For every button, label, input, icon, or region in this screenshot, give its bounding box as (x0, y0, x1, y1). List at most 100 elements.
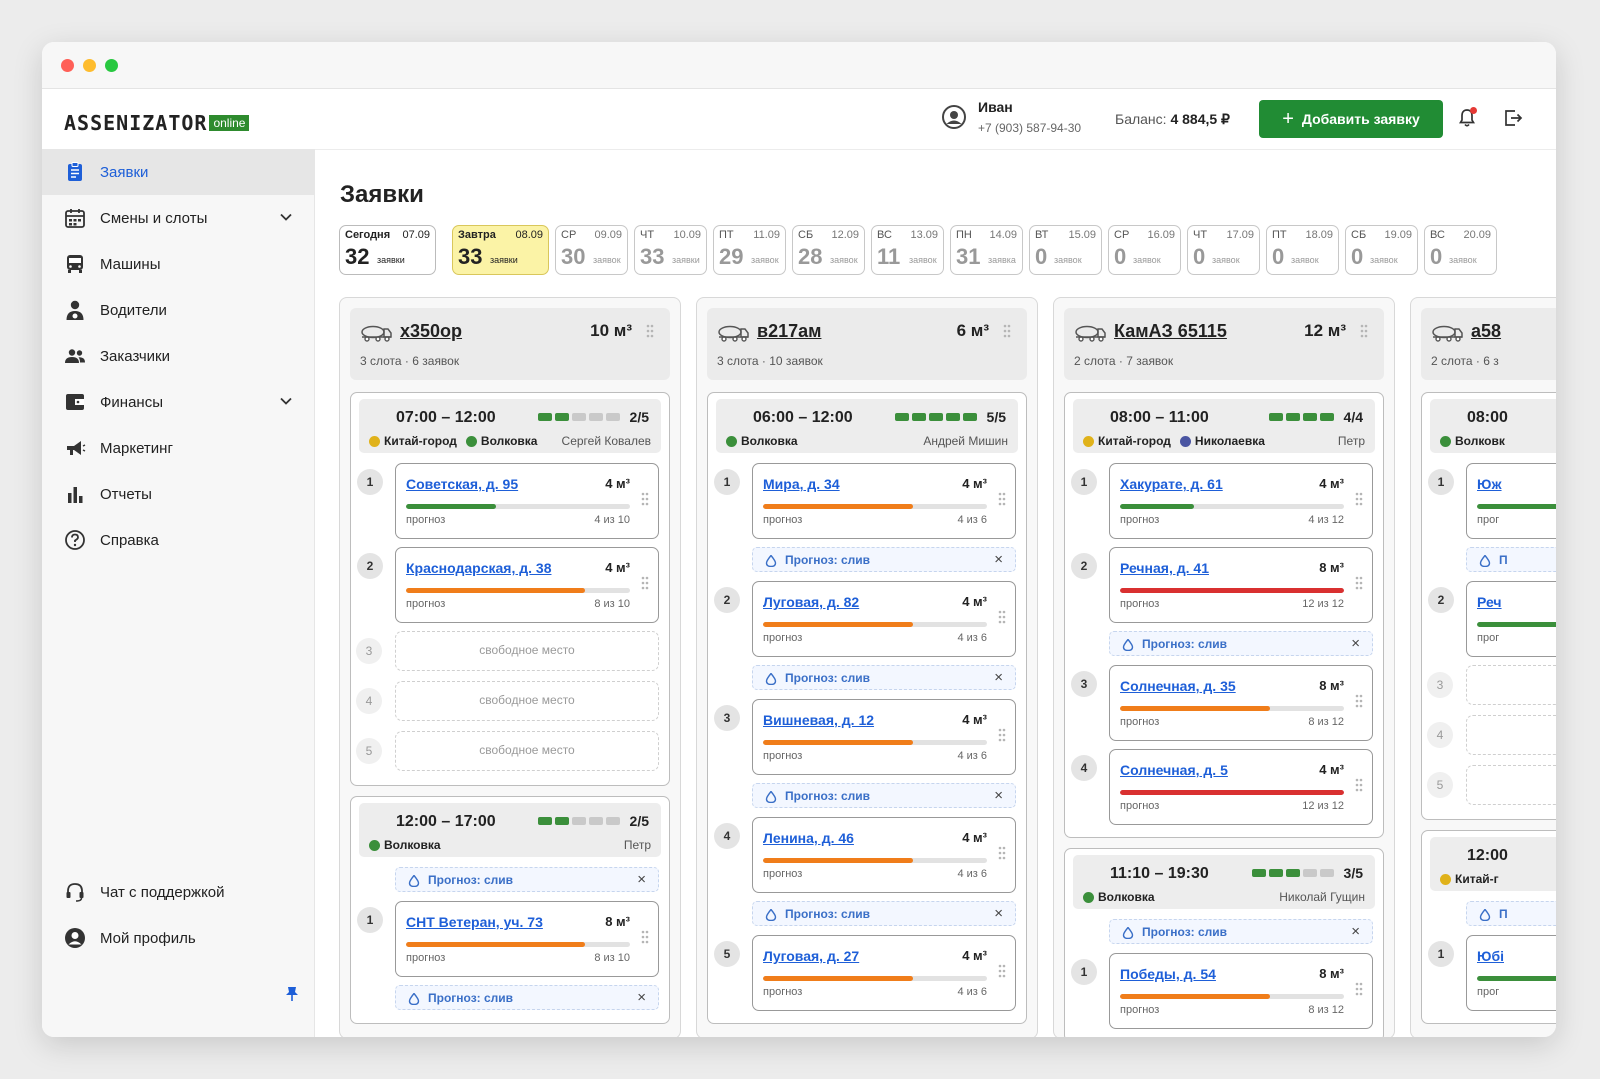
sidebar-item-profile[interactable]: Мой профиль (42, 915, 314, 961)
forecast-drain-chip[interactable]: П× (1466, 547, 1556, 572)
forecast-drain-chip[interactable]: Прогноз: слив × (752, 665, 1016, 690)
drag-handle-icon[interactable] (1355, 778, 1363, 792)
order-address-link[interactable]: Речная, д. 41 (1120, 560, 1209, 576)
day-tab[interactable]: Сегодня 07.09 32 заявки (339, 225, 436, 275)
order-address-link[interactable]: Ленина, д. 46 (763, 830, 854, 846)
day-tab[interactable]: СБ 12.09 28 заявок (792, 225, 865, 275)
free-slot[interactable] (1466, 765, 1556, 805)
close-icon[interactable]: × (637, 871, 646, 888)
drag-handle-icon[interactable] (641, 930, 649, 944)
order-address-link[interactable]: Солнечная, д. 35 (1120, 678, 1236, 694)
forecast-drain-chip[interactable]: Прогноз: слив × (752, 547, 1016, 572)
order-card[interactable]: 4 Ленина, д. 46 4 м³ прогноз 4 из 6 (714, 817, 1016, 893)
day-tab[interactable]: Завтра 08.09 33 заявки (452, 225, 549, 275)
sidebar-item-drivers[interactable]: Водители (42, 287, 314, 333)
free-slot[interactable]: свободное место (395, 681, 659, 721)
drag-handle-icon[interactable] (1360, 324, 1370, 340)
free-slot[interactable]: свободное место (395, 631, 659, 671)
close-icon[interactable]: × (994, 905, 1003, 922)
free-slot[interactable] (1466, 665, 1556, 705)
day-tab[interactable]: ЧТ 10.09 33 заявки (634, 225, 707, 275)
drag-handle-icon[interactable] (641, 492, 649, 506)
order-card[interactable]: 1 Советская, д. 95 4 м³ прогноз 4 из 10 (357, 463, 659, 539)
truck-plate-link[interactable]: в217ам (757, 321, 822, 341)
close-icon[interactable]: × (1351, 635, 1360, 652)
order-address-link[interactable]: Хакурате, д. 61 (1120, 476, 1223, 492)
close-icon[interactable]: × (1351, 923, 1360, 940)
sidebar-item-customers[interactable]: Заказчики (42, 333, 314, 379)
drag-handle-icon[interactable] (1003, 324, 1013, 340)
order-card[interactable]: 2 Речная, д. 41 8 м³ прогноз 12 из 12 (1071, 547, 1373, 623)
chevron-down-icon[interactable] (280, 210, 292, 224)
forecast-drain-chip[interactable]: П× (1466, 901, 1556, 926)
order-card[interactable]: 2 Краснодарская, д. 38 4 м³ прогноз 8 из 10 (357, 547, 659, 623)
close-icon[interactable]: × (994, 551, 1003, 568)
sidebar-item-vehicles[interactable]: Машины (42, 241, 314, 287)
order-address-link[interactable]: Юбі (1477, 948, 1504, 964)
forecast-drain-chip[interactable]: Прогноз: слив × (1109, 631, 1373, 656)
order-card[interactable]: 1 СНТ Ветеран, уч. 73 8 м³ прогноз 8 из 10 (357, 901, 659, 977)
drag-handle-icon[interactable] (998, 964, 1006, 978)
order-address-link[interactable]: Краснодарская, д. 38 (406, 560, 552, 576)
order-address-link[interactable]: Юж (1477, 476, 1502, 492)
forecast-drain-chip[interactable]: Прогноз: слив × (1109, 919, 1373, 944)
drag-handle-icon[interactable] (641, 576, 649, 590)
order-address-link[interactable]: Реч (1477, 594, 1502, 610)
order-address-link[interactable]: Луговая, д. 27 (763, 948, 860, 964)
order-address-link[interactable]: Мира, д. 34 (763, 476, 840, 492)
day-tab[interactable]: ПН 14.09 31 заявка (950, 225, 1023, 275)
day-tab[interactable]: ПТ 11.09 29 заявок (713, 225, 786, 275)
truck-plate-link[interactable]: х350ор (400, 321, 463, 341)
order-card[interactable]: 1 Хакурате, д. 61 4 м³ прогноз 4 из 12 (1071, 463, 1373, 539)
order-address-link[interactable]: Луговая, д. 82 (763, 594, 860, 610)
logo[interactable]: ASSENIZATOR online (64, 111, 250, 135)
truck-plate-link[interactable]: а58 (1471, 321, 1502, 341)
forecast-drain-chip[interactable]: Прогноз: слив × (752, 901, 1016, 926)
notifications-button[interactable] (1456, 107, 1478, 129)
order-card[interactable]: 4 Солнечная, д. 5 4 м³ прогноз 12 из 12 (1071, 749, 1373, 825)
day-tab[interactable]: ВТ 15.09 0 заявок (1029, 225, 1102, 275)
drag-handle-icon[interactable] (998, 610, 1006, 624)
sidebar-item-support-chat[interactable]: Чат с поддержкой (42, 869, 314, 915)
order-address-link[interactable]: СНТ Ветеран, уч. 73 (406, 914, 543, 930)
day-tab[interactable]: СР 09.09 30 заявок (555, 225, 628, 275)
drag-handle-icon[interactable] (1355, 492, 1363, 506)
order-card[interactable]: 1 Юбі прог (1428, 935, 1556, 1011)
order-card[interactable]: 1 Мира, д. 34 4 м³ прогноз 4 из 6 (714, 463, 1016, 539)
order-card[interactable]: 2 Луговая, д. 82 4 м³ прогноз 4 из 6 (714, 581, 1016, 657)
close-window-button[interactable] (61, 59, 74, 72)
chevron-down-icon[interactable] (280, 394, 292, 408)
drag-handle-icon[interactable] (998, 492, 1006, 506)
add-order-button[interactable]: + Добавить заявку (1259, 100, 1443, 138)
order-address-link[interactable]: Советская, д. 95 (406, 476, 519, 492)
order-card[interactable]: 3 Вишневая, д. 12 4 м³ прогноз 4 из 6 (714, 699, 1016, 775)
order-address-link[interactable]: Вишневая, д. 12 (763, 712, 875, 728)
pin-icon[interactable] (285, 986, 299, 1005)
forecast-drain-chip[interactable]: Прогноз: слив × (752, 783, 1016, 808)
day-tab[interactable]: ВС 20.09 0 заявок (1424, 225, 1497, 275)
drag-handle-icon[interactable] (998, 846, 1006, 860)
day-tab[interactable]: ЧТ 17.09 0 заявок (1187, 225, 1260, 275)
order-card[interactable]: 1 Юж прог (1428, 463, 1556, 539)
drag-handle-icon[interactable] (646, 324, 656, 340)
order-address-link[interactable]: Солнечная, д. 5 (1120, 762, 1228, 778)
day-tab[interactable]: СР 16.09 0 заявок (1108, 225, 1181, 275)
sidebar-item-shifts[interactable]: Смены и слоты (42, 195, 314, 241)
forecast-drain-chip[interactable]: Прогноз: слив × (395, 867, 659, 892)
order-card[interactable]: 3 Солнечная, д. 35 8 м³ прогноз 8 из 12 (1071, 665, 1373, 741)
truck-plate-link[interactable]: КамАЗ 65115 (1114, 321, 1227, 341)
sidebar-item-help[interactable]: Справка (42, 517, 314, 563)
order-card[interactable]: 5 Луговая, д. 27 4 м³ прогноз 4 из 6 (714, 935, 1016, 1011)
close-icon[interactable]: × (637, 989, 646, 1006)
maximize-window-button[interactable] (105, 59, 118, 72)
free-slot[interactable]: свободное место (395, 731, 659, 771)
sidebar-item-orders[interactable]: Заявки (42, 149, 314, 195)
day-tab[interactable]: ВС 13.09 11 заявок (871, 225, 944, 275)
forecast-drain-chip[interactable]: Прогноз: слив × (395, 985, 659, 1010)
close-icon[interactable]: × (994, 787, 1003, 804)
sidebar-item-finance[interactable]: Финансы (42, 379, 314, 425)
order-card[interactable]: 1 Победы, д. 54 8 м³ прогноз 8 из 12 (1071, 953, 1373, 1029)
sidebar-item-reports[interactable]: Отчеты (42, 471, 314, 517)
minimize-window-button[interactable] (83, 59, 96, 72)
user-info[interactable]: Иван +7 (903) 587-94-30 (942, 99, 1081, 135)
